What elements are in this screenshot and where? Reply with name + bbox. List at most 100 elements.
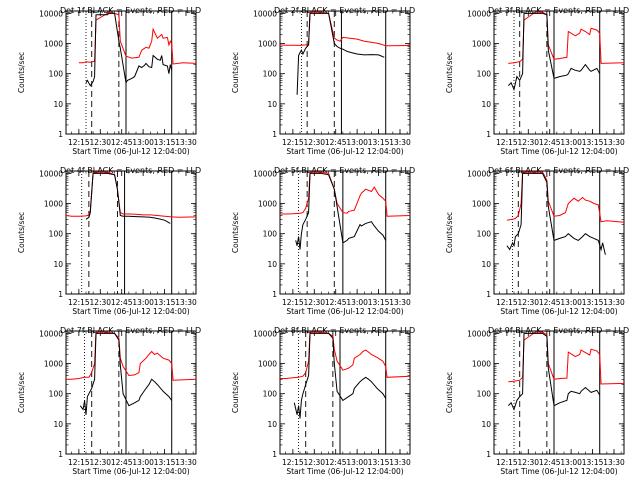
y-tick-label: 10000 [39,329,63,338]
y-tick-label: 100 [477,390,492,399]
x-axis-label: Start Time (06-Jul-12 12:04:00) [286,147,403,156]
series-line-lld [280,331,410,379]
y-axis-label: Counts/sec [17,372,26,413]
series-line-lld [280,11,410,47]
x-tick-label: 13:15 [154,138,176,147]
series-line-events [85,12,173,87]
y-tick-label: 1 [58,290,63,299]
plot-frame [493,330,625,455]
x-axis-label: Start Time (06-Jul-12 12:04:00) [72,467,189,476]
x-axis-label: Start Time (06-Jul-12 12:04:00) [500,467,617,476]
x-tick-label: 12:45 [111,458,133,467]
panel-det-8: Det 8f BLACK = Events, RED = LLD11010010… [231,326,415,476]
x-tick-label: 12:30 [89,138,111,147]
y-tick-label: 100 [49,230,64,239]
x-tick-label: 13:30 [389,138,411,147]
x-tick-label: 12:30 [89,458,111,467]
y-tick-label: 10 [481,420,491,429]
y-axis-label: Counts/sec [445,52,454,93]
x-tick-label: 12:45 [325,458,347,467]
y-tick-label: 10000 [253,169,277,178]
x-axis-label: Start Time (06-Jul-12 12:04:00) [286,307,403,316]
y-tick-label: 1000 [44,360,63,369]
x-tick-label: 12:15 [496,298,518,307]
series-line-events [79,332,173,415]
y-tick-label: 100 [263,390,278,399]
x-tick-label: 12:30 [303,138,325,147]
series-line-lld [78,11,196,65]
x-tick-label: 13:30 [389,298,411,307]
x-tick-label: 13:15 [368,298,390,307]
x-tick-label: 12:30 [303,298,325,307]
y-tick-label: 100 [477,70,492,79]
x-tick-label: 13:00 [132,138,154,147]
y-tick-label: 1000 [258,360,277,369]
y-tick-label: 1 [272,290,277,299]
series-line-events [507,332,601,411]
x-tick-label: 12:45 [325,138,347,147]
y-tick-label: 10 [53,100,63,109]
y-axis-label: Counts/sec [231,52,240,93]
x-axis-label: Start Time (06-Jul-12 12:04:00) [500,307,617,316]
panel-det-2: Det 2f BLACK = Events, RED = LLD11010010… [231,6,415,156]
x-axis-label: Start Time (06-Jul-12 12:04:00) [72,147,189,156]
y-tick-label: 10000 [467,9,491,18]
y-tick-label: 10 [53,260,63,269]
x-tick-label: 13:30 [389,458,411,467]
x-tick-label: 12:15 [68,298,90,307]
series-line-lld [508,331,624,385]
panel-det-7: Det 7f BLACK = Events, RED = LLD11010010… [17,326,201,476]
x-tick-label: 12:45 [325,298,347,307]
y-axis-label: Counts/sec [445,372,454,413]
y-tick-label: 100 [477,230,492,239]
y-tick-label: 1 [58,450,63,459]
y-axis-label: Counts/sec [231,372,240,413]
series-line-events [85,172,171,224]
x-tick-label: 12:30 [517,458,539,467]
y-axis-label: Counts/sec [17,52,26,93]
y-tick-label: 10000 [39,169,63,178]
series-line-events [506,172,606,255]
x-tick-label: 13:00 [132,458,154,467]
series-line-lld [66,171,196,218]
x-tick-label: 12:15 [496,458,518,467]
y-tick-label: 100 [263,70,278,79]
series-line-events [295,172,387,250]
y-axis-label: Counts/sec [17,212,26,253]
x-tick-label: 13:30 [175,458,197,467]
x-tick-label: 12:30 [89,298,111,307]
x-tick-label: 12:15 [282,458,304,467]
x-tick-label: 12:30 [517,298,539,307]
x-tick-label: 13:30 [175,298,197,307]
x-tick-label: 13:30 [603,138,625,147]
x-tick-label: 13:15 [582,138,604,147]
panel-det-1: Det 1f BLACK = Events, RED = LLD11010010… [17,6,201,156]
x-tick-label: 12:15 [496,138,518,147]
x-tick-label: 13:00 [560,298,582,307]
y-axis-label: Counts/sec [231,212,240,253]
plot-frame [493,10,625,135]
x-axis-label: Start Time (06-Jul-12 12:04:00) [500,147,617,156]
panel-det-4: Det 4f BLACK = Events, RED = LLD11010010… [17,166,201,316]
x-tick-label: 13:15 [154,458,176,467]
plot-frame [65,10,197,135]
series-line-events [296,12,385,95]
plot-frame [279,330,411,455]
y-tick-label: 10 [481,100,491,109]
y-tick-label: 1000 [44,40,63,49]
x-tick-label: 13:30 [603,458,625,467]
x-tick-label: 12:45 [539,138,561,147]
y-tick-label: 1 [58,130,63,139]
y-tick-label: 1 [272,130,277,139]
y-axis-label: Counts/sec [445,212,454,253]
series-line-lld [508,11,624,64]
y-tick-label: 1 [486,130,491,139]
x-tick-label: 13:00 [346,458,368,467]
y-tick-label: 10000 [253,329,277,338]
y-tick-label: 10 [481,260,491,269]
x-tick-label: 13:15 [582,458,604,467]
x-tick-label: 12:30 [517,138,539,147]
x-tick-label: 12:15 [282,298,304,307]
y-tick-label: 10 [53,420,63,429]
